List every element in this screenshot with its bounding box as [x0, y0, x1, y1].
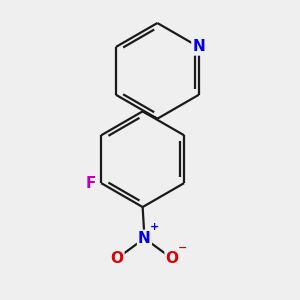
Text: O: O	[166, 251, 178, 266]
Text: −: −	[178, 243, 187, 253]
Text: O: O	[110, 251, 123, 266]
Text: N: N	[138, 231, 151, 246]
Text: F: F	[85, 176, 96, 190]
Text: +: +	[150, 222, 160, 233]
Text: N: N	[192, 39, 205, 54]
